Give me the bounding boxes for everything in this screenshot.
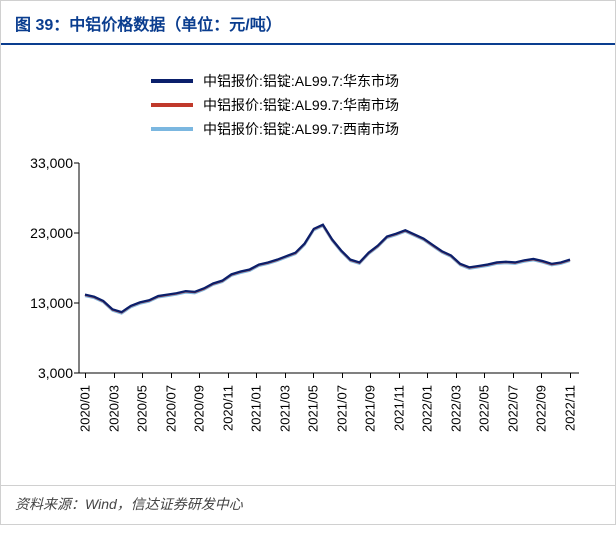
x-tick-label: 2021/03 xyxy=(277,385,292,432)
series-line xyxy=(85,225,570,312)
source-line: 资料来源：Wind，信达证券研发中心 xyxy=(1,485,615,524)
legend-swatch xyxy=(151,103,193,107)
plot-area xyxy=(79,163,579,373)
legend-item: 中铝报价:铝锭:AL99.7:西南市场 xyxy=(151,119,399,139)
x-tick-label: 2022/05 xyxy=(477,385,492,432)
x-tick-label: 2021/05 xyxy=(306,385,321,432)
x-tick-mark xyxy=(171,373,172,378)
x-tick-mark xyxy=(228,373,229,378)
x-tick-label: 2021/11 xyxy=(391,385,406,431)
y-axis: 3,00013,00023,00033,000 xyxy=(19,163,77,373)
x-tick-mark xyxy=(399,373,400,378)
y-tick-label: 13,000 xyxy=(30,295,73,311)
title-bar: 图 39：中铝价格数据（单位：元/吨） xyxy=(1,1,615,45)
x-tick-mark xyxy=(199,373,200,378)
x-tick-mark xyxy=(85,373,86,378)
x-tick-mark xyxy=(142,373,143,378)
x-tick-mark xyxy=(570,373,571,378)
legend-label: 中铝报价:铝锭:AL99.7:西南市场 xyxy=(203,119,399,139)
legend-swatch xyxy=(151,79,193,83)
x-tick-mark xyxy=(541,373,542,378)
x-tick-label: 2022/07 xyxy=(505,385,520,432)
x-tick-mark xyxy=(484,373,485,378)
x-tick-label: 2022/01 xyxy=(420,385,435,432)
x-tick-label: 2020/05 xyxy=(135,385,150,432)
legend-label: 中铝报价:铝锭:AL99.7:华南市场 xyxy=(203,95,399,115)
x-tick-mark xyxy=(285,373,286,378)
x-tick-label: 2020/07 xyxy=(163,385,178,432)
x-tick-mark xyxy=(114,373,115,378)
x-tick-label: 2022/11 xyxy=(563,385,578,431)
x-tick-label: 2021/07 xyxy=(334,385,349,432)
x-tick-label: 2020/03 xyxy=(106,385,121,432)
y-tick-label: 23,000 xyxy=(30,225,73,241)
series-line xyxy=(85,225,570,313)
x-tick-label: 2020/11 xyxy=(220,385,235,431)
x-tick-label: 2022/03 xyxy=(448,385,463,432)
x-tick-label: 2020/09 xyxy=(192,385,207,432)
y-tick-label: 33,000 xyxy=(30,155,73,171)
chart-area: 中铝报价:铝锭:AL99.7:华东市场中铝报价:铝锭:AL99.7:华南市场中铝… xyxy=(1,45,615,485)
x-tick-mark xyxy=(456,373,457,378)
x-tick-mark xyxy=(313,373,314,378)
legend-item: 中铝报价:铝锭:AL99.7:华东市场 xyxy=(151,71,399,91)
legend-item: 中铝报价:铝锭:AL99.7:华南市场 xyxy=(151,95,399,115)
series-line xyxy=(85,226,570,314)
x-tick-mark xyxy=(427,373,428,378)
x-tick-label: 2022/09 xyxy=(534,385,549,432)
series-group xyxy=(85,225,570,314)
chart-title: 图 39：中铝价格数据（单位：元/吨） xyxy=(15,17,282,34)
x-tick-mark xyxy=(342,373,343,378)
x-tick-mark xyxy=(513,373,514,378)
figure-container: 图 39：中铝价格数据（单位：元/吨） 中铝报价:铝锭:AL99.7:华东市场中… xyxy=(0,0,616,525)
legend-swatch xyxy=(151,127,193,131)
x-axis: 2020/01 2020/03 2020/05 2020/07 2020/09 2020/… xyxy=(79,373,579,473)
y-tick-label: 3,000 xyxy=(38,365,73,381)
x-tick-label: 2021/09 xyxy=(363,385,378,432)
x-tick-mark xyxy=(370,373,371,378)
legend-label: 中铝报价:铝锭:AL99.7:华东市场 xyxy=(203,71,399,91)
legend: 中铝报价:铝锭:AL99.7:华东市场中铝报价:铝锭:AL99.7:华南市场中铝… xyxy=(151,71,399,143)
x-tick-label: 2020/01 xyxy=(78,385,93,432)
x-tick-mark xyxy=(256,373,257,378)
x-tick-label: 2021/01 xyxy=(249,385,264,432)
